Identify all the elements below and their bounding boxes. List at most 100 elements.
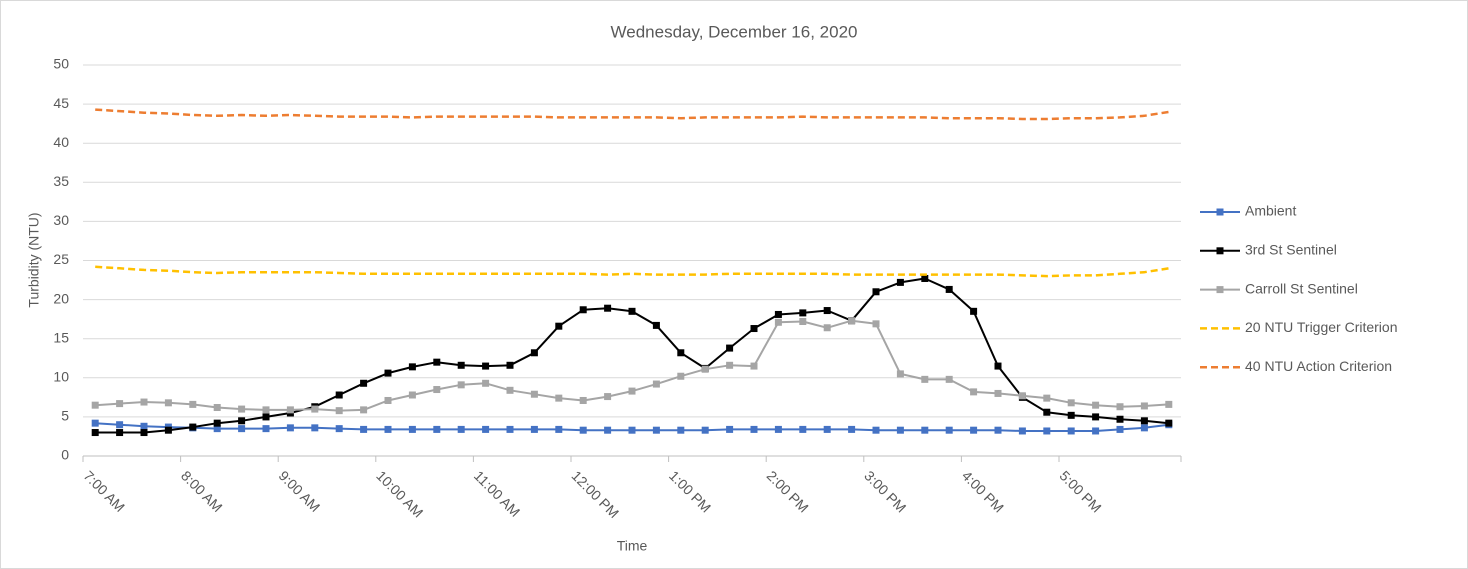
point-marker [1092,413,1100,421]
point-marker [360,379,368,387]
point-marker [1043,408,1051,416]
point-marker [921,274,929,282]
point-marker [970,307,978,315]
point-marker [1043,427,1051,435]
point-marker [579,426,587,434]
point-marker [238,405,246,413]
point-marker [335,391,343,399]
point-marker [530,390,538,398]
point-marker [774,310,782,318]
point-marker [848,317,856,325]
point-marker [213,425,221,433]
point-marker [311,405,319,413]
point-marker [384,396,392,404]
point-marker [774,425,782,433]
point-marker [726,425,734,433]
point-marker [457,425,465,433]
y-tick-label: 30 [53,212,69,228]
point-marker [555,425,563,433]
point-marker [530,425,538,433]
point-marker [848,425,856,433]
point-marker [750,425,758,433]
y-tick-label: 5 [61,408,69,424]
point-marker [970,426,978,434]
point-marker [91,429,99,437]
point-marker [945,426,953,434]
point-marker [896,426,904,434]
point-marker [1140,417,1148,425]
point-marker [384,369,392,377]
point-marker [116,421,124,429]
point-marker [1092,427,1100,435]
point-marker [140,398,148,406]
point-marker [823,425,831,433]
point-marker [970,388,978,396]
point-marker [652,380,660,388]
point-marker [91,419,99,427]
point-marker [628,426,636,434]
point-marker [677,349,685,357]
point-marker [140,422,148,430]
point-marker [335,425,343,433]
point-marker [433,425,441,433]
point-marker [116,429,124,437]
point-marker [799,425,807,433]
point-marker [921,375,929,383]
point-marker [945,285,953,293]
point-marker [823,307,831,315]
point-marker [408,391,416,399]
legend-marker [1216,286,1224,294]
y-tick-label: 50 [53,56,69,72]
point-marker [286,406,294,414]
point-marker [1116,403,1124,411]
point-marker [1092,401,1100,409]
point-marker [360,425,368,433]
point-marker [213,419,221,427]
point-marker [799,309,807,317]
point-marker [726,344,734,352]
point-marker [555,394,563,402]
point-marker [213,404,221,412]
y-tick-label: 35 [53,173,69,189]
point-marker [823,324,831,332]
point-marker [189,423,197,431]
point-marker [896,278,904,286]
point-marker [360,406,368,414]
point-marker [1140,424,1148,432]
point-marker [1116,415,1124,423]
point-marker [799,317,807,325]
point-marker [896,370,904,378]
point-marker [506,425,514,433]
point-marker [604,426,612,434]
y-axis-title: Turbidity (NTU) [26,212,42,307]
point-marker [701,365,709,373]
point-marker [262,413,270,421]
point-marker [506,386,514,394]
y-tick-label: 0 [61,447,69,463]
point-marker [262,406,270,414]
point-marker [652,321,660,329]
chart-title: Wednesday, December 16, 2020 [611,22,858,41]
point-marker [1140,402,1148,410]
y-tick-label: 45 [53,95,69,111]
point-marker [164,399,172,407]
point-marker [408,363,416,371]
point-marker [238,425,246,433]
point-marker [457,381,465,389]
point-marker [750,362,758,370]
y-tick-label: 15 [53,329,69,345]
point-marker [530,349,538,357]
point-marker [116,400,124,408]
point-marker [1018,427,1026,435]
point-marker [1165,419,1173,427]
point-marker [555,322,563,330]
point-marker [750,325,758,333]
legend-label: 40 NTU Action Criterion [1245,358,1392,374]
point-marker [482,379,490,387]
legend-label: Ambient [1245,203,1296,219]
point-marker [1116,425,1124,433]
point-marker [311,424,319,432]
point-marker [872,320,880,328]
point-marker [286,424,294,432]
